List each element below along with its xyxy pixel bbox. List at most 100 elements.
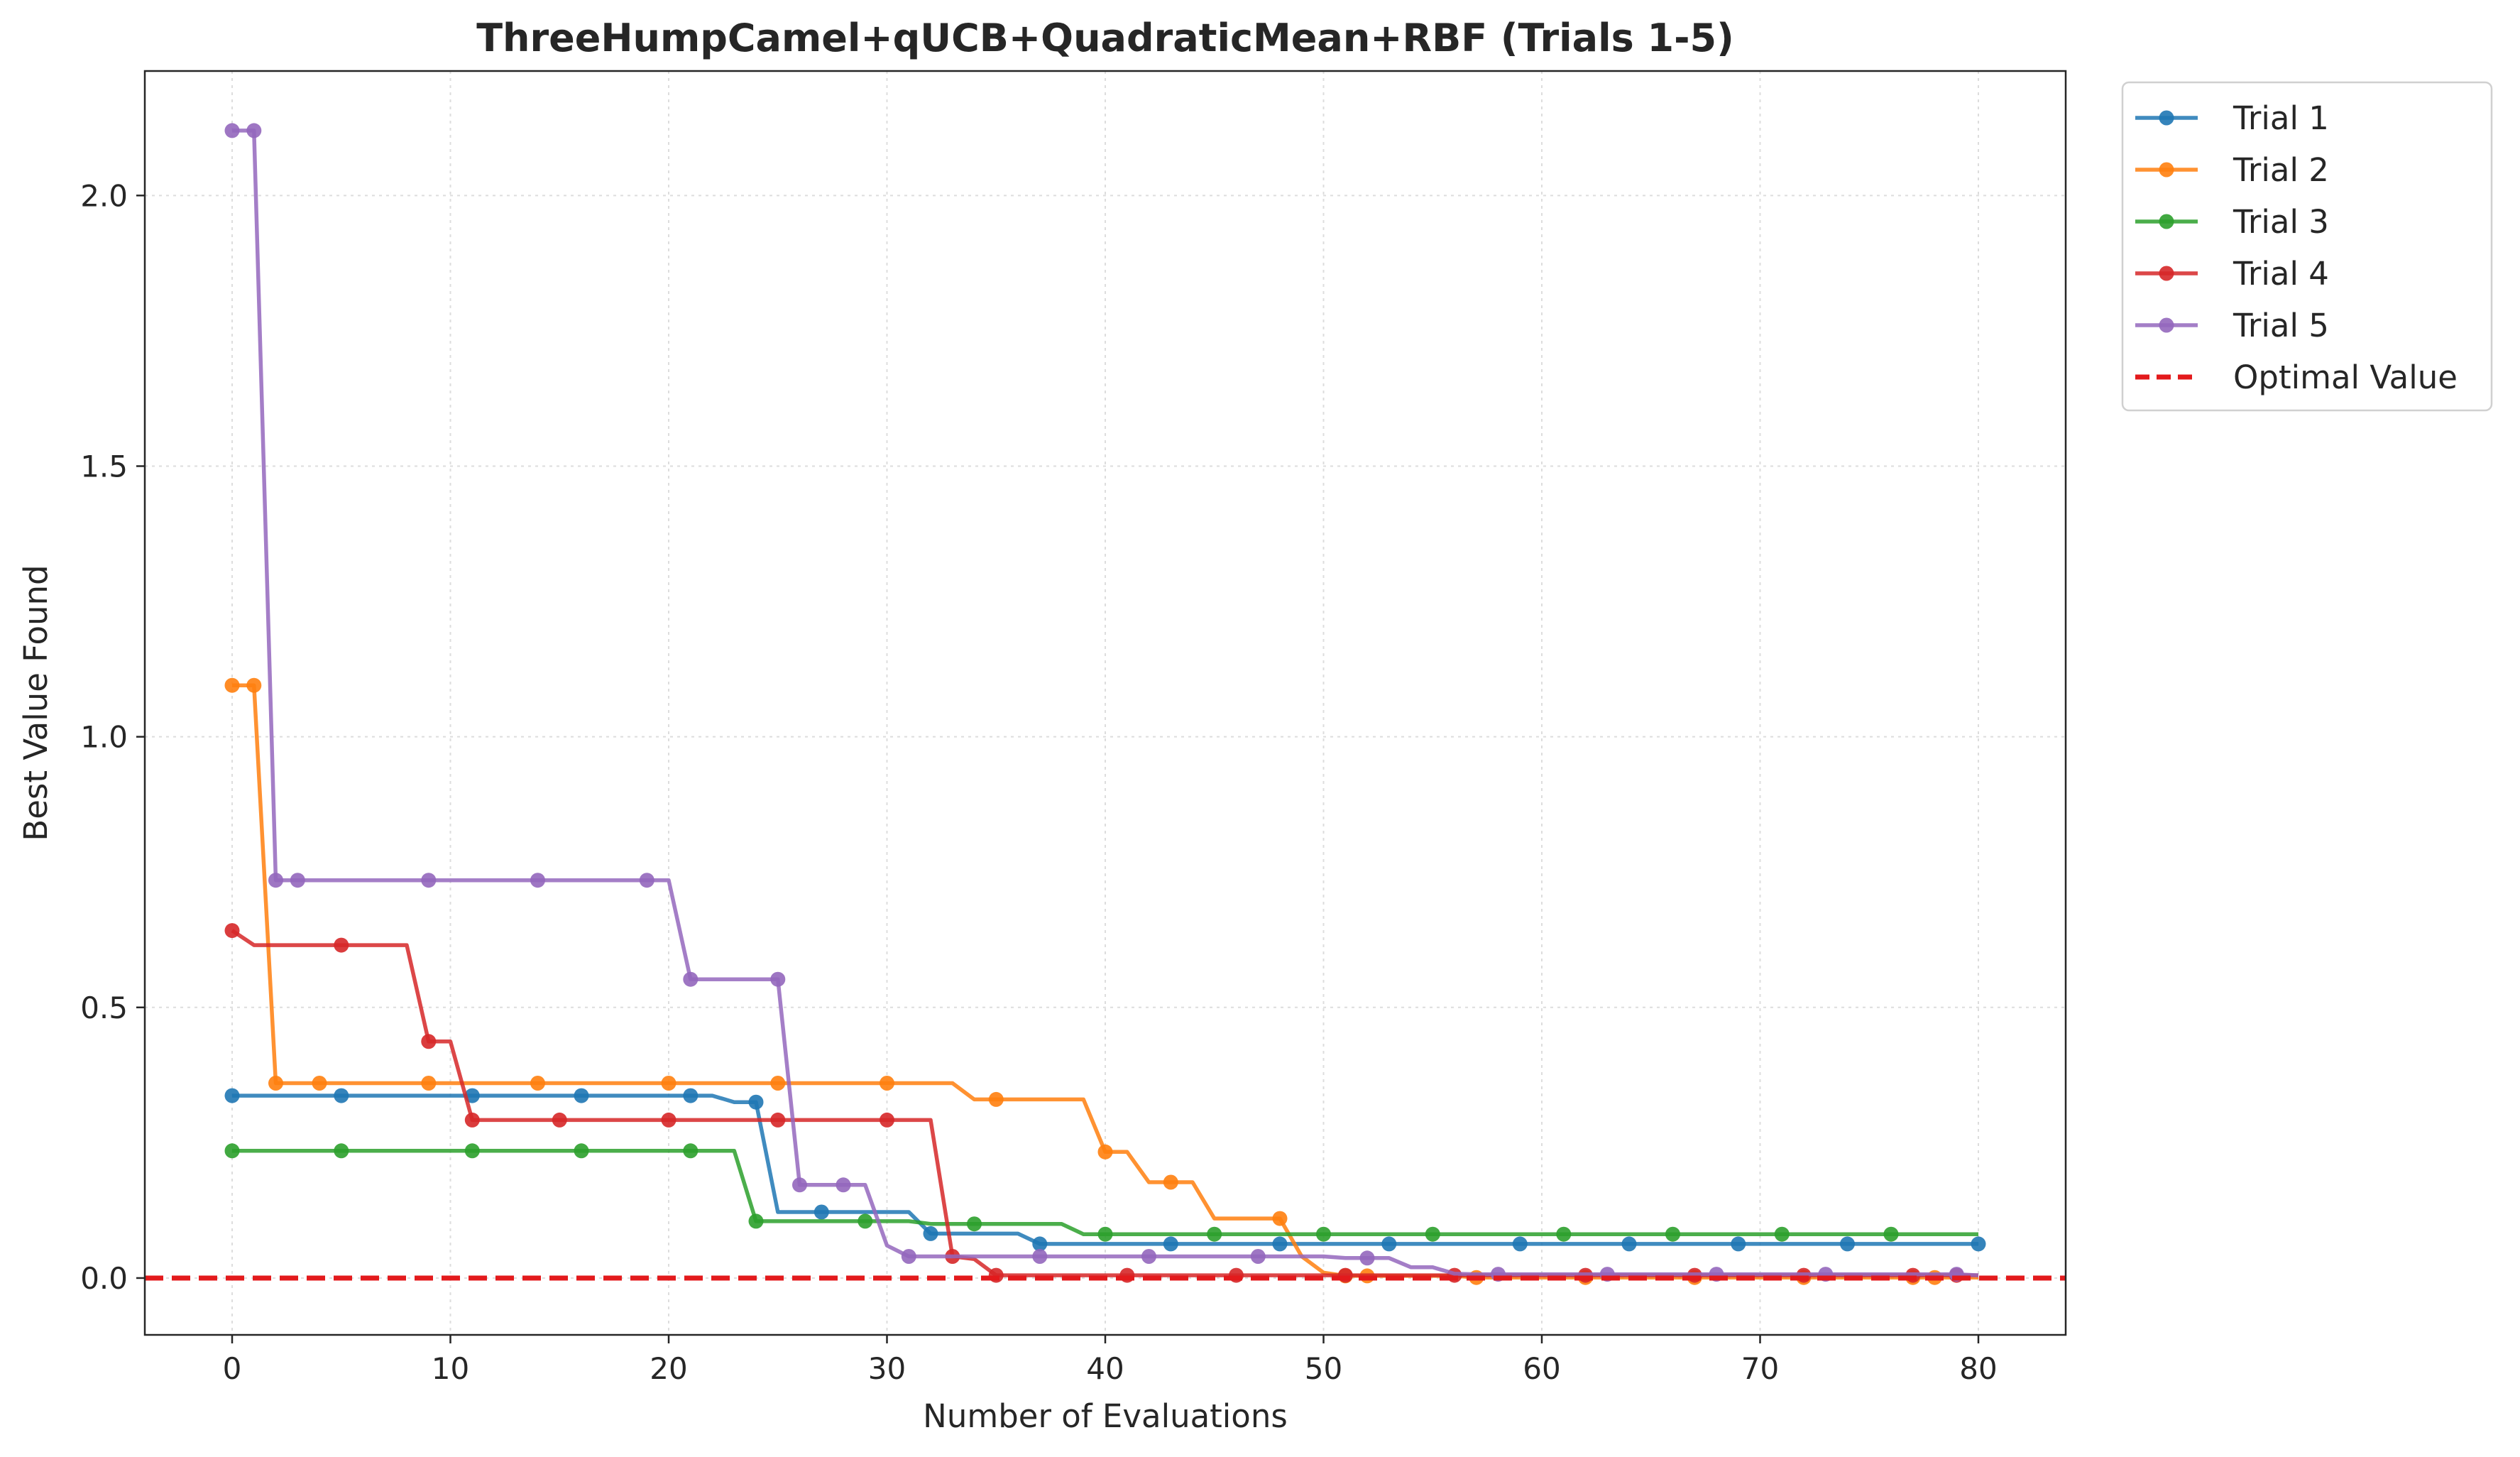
series-layer xyxy=(145,123,2066,1285)
legend-marker xyxy=(2159,214,2174,229)
trial-1-point xyxy=(923,1226,938,1241)
y-tick-label: 1.5 xyxy=(80,449,128,484)
trial-2-point xyxy=(312,1076,327,1091)
trial-5-point xyxy=(290,873,305,888)
trial-1-series xyxy=(224,1088,1986,1252)
trial-5-point xyxy=(268,873,283,888)
trial-2-point xyxy=(1163,1174,1178,1190)
trial-1-point xyxy=(1381,1236,1397,1252)
trial-1-point xyxy=(224,1088,240,1103)
trial-3-point xyxy=(1883,1226,1899,1242)
trial-1-point xyxy=(1512,1236,1528,1252)
trial-3-point xyxy=(464,1143,480,1159)
y-tick-label: 0.0 xyxy=(80,1261,128,1296)
trial-3-point xyxy=(683,1143,699,1159)
trial-2-point xyxy=(988,1091,1004,1107)
legend-label: Optimal Value xyxy=(2233,359,2458,396)
x-axis-label: Number of Evaluations xyxy=(923,1397,1288,1435)
x-tick-label: 60 xyxy=(1523,1351,1560,1386)
x-tick-label: 10 xyxy=(432,1351,469,1386)
legend-label: Trial 1 xyxy=(2233,99,2329,137)
legend-marker xyxy=(2159,110,2174,126)
x-tick-label: 50 xyxy=(1305,1351,1342,1386)
legend-label: Trial 2 xyxy=(2233,151,2329,189)
legend: Trial 1 Trial 2 Trial 3 Trial 4 Trial 5 Optim… xyxy=(2121,81,2493,412)
trial-5-point xyxy=(770,971,786,987)
trial-5-point xyxy=(901,1249,916,1264)
chart-title: ThreeHumpCamel+qUCB+QuadraticMean+RBF (T… xyxy=(476,16,1734,60)
trial-1-point xyxy=(1272,1236,1288,1252)
trial-5-point xyxy=(683,971,699,987)
y-axis-label: Best Value Found xyxy=(17,564,55,841)
trial-1-point xyxy=(1731,1236,1746,1252)
trial-5-series xyxy=(224,123,1979,1282)
trial-1-line xyxy=(232,1093,1978,1246)
trial-4-point xyxy=(661,1112,676,1128)
trial-5-point xyxy=(246,123,262,138)
trial-2-point xyxy=(421,1076,437,1091)
legend-label: Trial 5 xyxy=(2233,307,2329,344)
legend-box xyxy=(2121,81,2493,412)
trial-3-point xyxy=(1774,1226,1790,1242)
trial-3-point xyxy=(1556,1226,1572,1242)
y-tick-label: 2.0 xyxy=(80,178,128,213)
trial-2-point xyxy=(661,1076,676,1091)
trial-4-point xyxy=(421,1034,437,1049)
trial-3-point xyxy=(334,1143,349,1159)
trial-4-point xyxy=(552,1112,567,1128)
trial-3-line xyxy=(232,1149,1978,1236)
trial-3-point xyxy=(1425,1226,1440,1242)
trial-3-point xyxy=(748,1213,764,1229)
trial-5-point xyxy=(1141,1249,1156,1264)
trial-3-point xyxy=(1207,1226,1222,1242)
trial-2-point xyxy=(1272,1211,1288,1226)
trial-3-point xyxy=(1316,1226,1331,1242)
trial-3-point xyxy=(1665,1226,1680,1242)
legend-marker xyxy=(2159,266,2174,281)
trial-3-point xyxy=(858,1213,873,1229)
trial-3-point xyxy=(224,1143,240,1159)
trial-1-point xyxy=(813,1204,829,1220)
legend-marker xyxy=(2159,317,2174,333)
trial-1-point xyxy=(1840,1236,1855,1252)
trial-5-point xyxy=(1032,1249,1048,1264)
trial-2-point xyxy=(770,1076,786,1091)
trial-5-point xyxy=(639,873,654,888)
trial-3-point xyxy=(574,1143,589,1159)
trial-2-point xyxy=(1097,1144,1113,1159)
legend-label: Trial 4 xyxy=(2233,255,2329,293)
trial-1-point xyxy=(1621,1236,1637,1252)
legend-item-trial-4: Trial 4 xyxy=(2135,255,2329,293)
trial-5-point xyxy=(836,1177,851,1193)
trial-3-point xyxy=(967,1216,982,1232)
legend-item-optimal-value: Optimal Value xyxy=(2135,359,2458,396)
y-tick-label: 1.0 xyxy=(80,720,128,755)
trial-2-point xyxy=(530,1076,545,1091)
trial-4-point xyxy=(880,1112,894,1128)
trial-5-point xyxy=(224,123,240,138)
trial-4-point xyxy=(464,1112,480,1128)
legend-label: Trial 3 xyxy=(2233,203,2329,241)
trial-2-point xyxy=(268,1076,283,1091)
y-tick-label: 0.5 xyxy=(80,991,128,1025)
trial-1-point xyxy=(683,1088,699,1103)
trial-5-point xyxy=(1250,1249,1266,1264)
trial-5-point xyxy=(1359,1250,1375,1266)
x-tick-label: 20 xyxy=(650,1351,687,1386)
trial-1-point xyxy=(748,1094,764,1110)
trial-2-point xyxy=(880,1076,894,1091)
x-tick-label: 0 xyxy=(223,1351,242,1386)
trial-5-point xyxy=(530,873,545,888)
trial-2-point xyxy=(224,677,240,693)
x-tick-label: 40 xyxy=(1086,1351,1124,1386)
trial-5-point xyxy=(421,873,437,888)
legend-marker xyxy=(2159,162,2174,178)
tick-labels: 0 10 20 30 40 50 60 70 80 0.0 0.5 1.0 1.5 2.0 xyxy=(80,178,1998,1386)
trial-1-point xyxy=(1032,1236,1048,1252)
trial-3-point xyxy=(1097,1226,1113,1242)
trial-1-point xyxy=(334,1088,349,1103)
trial-1-point xyxy=(1163,1236,1178,1252)
trial-1-point xyxy=(574,1088,589,1103)
trial-3-series xyxy=(224,1143,1978,1242)
